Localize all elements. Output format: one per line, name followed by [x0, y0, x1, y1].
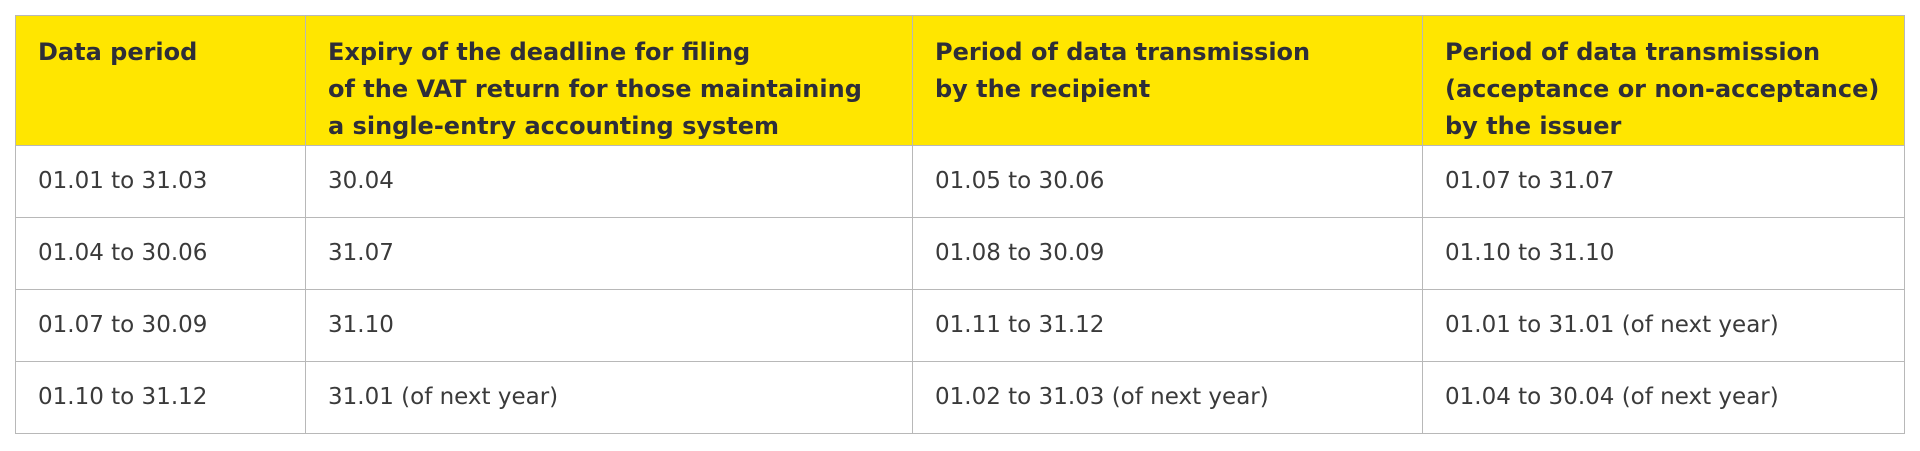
table-row: 01.10 to 31.12 31.01 (of next year) 01.02 …: [15, 361, 1905, 434]
table-row: 01.07 to 30.09 31.10 01.11 to 31.12 01.01 t…: [15, 289, 1905, 362]
header-cell: Period of data transmission (acceptance o…: [1422, 15, 1905, 146]
header-row: Data period Expiry of the deadline for fi…: [15, 15, 1905, 146]
table-cell: 01.07 to 31.07: [1422, 145, 1905, 218]
table: Data period Expiry of the deadline for fi…: [15, 15, 1905, 434]
header-line: Period of data transmission: [1445, 38, 1821, 66]
table-cell: 01.04 to 30.04 (of next year): [1422, 361, 1905, 434]
header-line: Expiry of the deadline for filing: [328, 38, 751, 66]
table-cell: 01.01 to 31.01 (of next year): [1422, 289, 1905, 362]
table-cell: 01.05 to 30.06: [912, 145, 1423, 218]
header-line: Data period: [38, 38, 198, 66]
table-body: 01.01 to 31.03 30.04 01.05 to 30.06 01.07 t…: [15, 145, 1905, 434]
table-cell: 31.01 (of next year): [305, 361, 913, 434]
table-cell: 01.11 to 31.12: [912, 289, 1423, 362]
table-header: Data period Expiry of the deadline for fi…: [15, 15, 1905, 146]
table-cell: 01.10 to 31.12: [15, 361, 306, 434]
table-cell: 01.02 to 31.03 (of next year): [912, 361, 1423, 434]
header-line: of the VAT return for those maintaining: [328, 75, 862, 103]
header-line: (acceptance or non-acceptance): [1445, 75, 1880, 103]
table-cell: 30.04: [305, 145, 913, 218]
table-row: 01.01 to 31.03 30.04 01.05 to 30.06 01.07 t…: [15, 145, 1905, 218]
header-line: a single-entry accounting system: [328, 112, 780, 140]
header-cell: Expiry of the deadline for filing of the …: [305, 15, 913, 146]
table-cell: 31.10: [305, 289, 913, 362]
table-cell: 01.10 to 31.10: [1422, 217, 1905, 290]
table-cell: 01.01 to 31.03: [15, 145, 306, 218]
header-cell: Data period: [15, 15, 306, 146]
table-cell: 31.07: [305, 217, 913, 290]
table-cell: 01.08 to 30.09: [912, 217, 1423, 290]
header-line: by the issuer: [1445, 112, 1622, 140]
header-cell: Period of data transmission by the recipi…: [912, 15, 1423, 146]
header-line: Period of data transmission: [935, 38, 1311, 66]
table-cell: 01.04 to 30.06: [15, 217, 306, 290]
table-row: 01.04 to 30.06 31.07 01.08 to 30.09 01.10 t…: [15, 217, 1905, 290]
table-cell: 01.07 to 30.09: [15, 289, 306, 362]
header-line: by the recipient: [935, 75, 1151, 103]
